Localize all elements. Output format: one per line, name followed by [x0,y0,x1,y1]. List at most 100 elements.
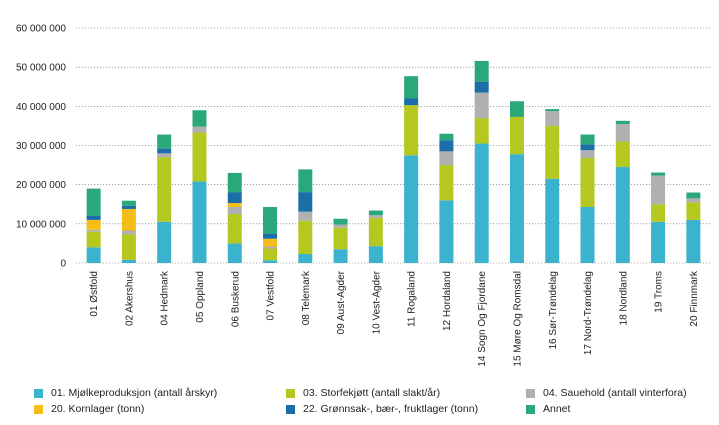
legend-item: 22. Grønnsak-, bær-, fruktlager (tonn) [286,403,478,415]
y-tick-label: 30 000 000 [16,141,66,152]
bar-segment [333,218,348,225]
bar-segment [157,221,172,263]
legend-swatch [526,388,535,398]
bar-segment [227,192,242,204]
bar-segment [86,219,101,230]
legend-item: 01. Mjølkeproduksjon (antall årskyr) [34,387,217,399]
bar-segment [368,210,383,216]
legend-label: 01. Mjølkeproduksjon (antall årskyr) [51,387,218,399]
bar-segment [298,211,313,221]
y-tick-label: 20 000 000 [16,180,66,191]
bar-segment [545,178,560,263]
bar-segment [439,151,454,166]
legend-label: 22. Grønnsak-, bær-, fruktlager (tonn) [303,403,479,415]
legend-label: 20. Kornlager (tonn) [51,403,145,415]
bar-segment [86,229,101,232]
bar-segment [686,192,701,199]
bar-segment [474,81,489,93]
x-category-label: 01 Østfold [89,271,100,317]
legend-swatch [526,404,535,414]
bar-segment [263,238,278,247]
y-tick-label: 0 [60,259,66,270]
bar-segment [439,133,454,141]
bar-segment [227,214,242,244]
bar-segment [615,120,630,124]
legend-label: 03. Storfekjøtt (antall slakt/år) [303,387,441,399]
bar-segment [439,200,454,263]
bar-segment [227,243,242,263]
bar-segment [263,206,278,234]
bar-segment [298,220,313,254]
bar-segment [263,260,278,263]
bar-segment [368,215,383,218]
x-category-label: 12 Hordaland [442,271,453,331]
legend-item: Annet [526,403,570,415]
bar-segment [615,123,630,142]
bar-segment [474,92,489,119]
x-category-label: 07 Vestfold [266,271,277,320]
bar-segment [580,158,595,207]
x-category-label: 06 Buskerud [230,271,241,327]
bar-segment [157,148,172,154]
bar-segment [368,246,383,263]
bar-segment [651,221,666,263]
bar-segment [192,132,207,182]
bar-segment [192,126,207,133]
bar-segment [298,192,313,212]
bar-segment [545,111,560,126]
bar-segment [263,246,278,249]
bar-segment [509,154,524,263]
bar-segment [263,233,278,239]
legend-swatch [34,388,43,398]
bar-segment [121,234,136,260]
bar-segment [404,98,419,106]
bar-segment [651,175,666,205]
bar-segment [509,116,524,155]
bar-segment [227,172,242,193]
bar-segment [227,206,242,215]
y-tick-label: 60 000 000 [16,24,66,35]
y-tick-label: 40 000 000 [16,102,66,113]
bar-segment [333,249,348,263]
x-category-label: 18 Nordland [618,271,629,325]
bar-segment [333,224,348,228]
x-category-label: 08 Telemark [301,270,312,325]
bar-segment [580,134,595,145]
bar-segment [686,219,701,263]
legend-item: 20. Kornlager (tonn) [34,403,144,415]
bar-segment [474,143,489,263]
bar-segment [192,181,207,263]
legend-item: 04. Sauehold (antall vinterfora) [526,387,687,399]
bar-segment [368,217,383,247]
bar-segment [404,155,419,263]
bar-segment [86,247,101,263]
bar-segment [404,105,419,156]
legend-swatch [34,404,43,414]
x-category-label: 10 Vest-Agder [371,270,382,334]
bar-segment [86,188,101,216]
bar-segment [121,200,136,206]
legend-swatch [286,404,295,414]
bar-segment [157,134,172,149]
bar-segment [298,169,313,193]
bar-segment [404,76,419,99]
legend-label: 04. Sauehold (antall vinterfora) [543,387,687,399]
chart-legend: 01. Mjølkeproduksjon (antall årskyr) 20. … [0,384,719,424]
bar-segment [545,109,560,112]
bar-segment [157,157,172,222]
bar-segment [615,167,630,263]
x-category-label: 19 Troms [654,271,665,313]
bar-segment [263,248,278,261]
chart-plot: 0 10 000 000 20 000 000 30 000 000 40 000 00… [16,24,711,367]
x-category-label: 11 Rogaland [407,271,418,327]
bar-segment [298,253,313,263]
legend-swatch [286,388,295,398]
bar-segment [439,165,454,201]
x-category-label: 14 Sogn Og Fjordane [477,271,488,367]
bar-segment [192,110,207,127]
bar-segment [651,204,666,222]
bar-segment [86,216,101,220]
bar-segment [121,205,136,209]
legend-item: 03. Storfekjøtt (antall slakt/år) [286,387,440,399]
